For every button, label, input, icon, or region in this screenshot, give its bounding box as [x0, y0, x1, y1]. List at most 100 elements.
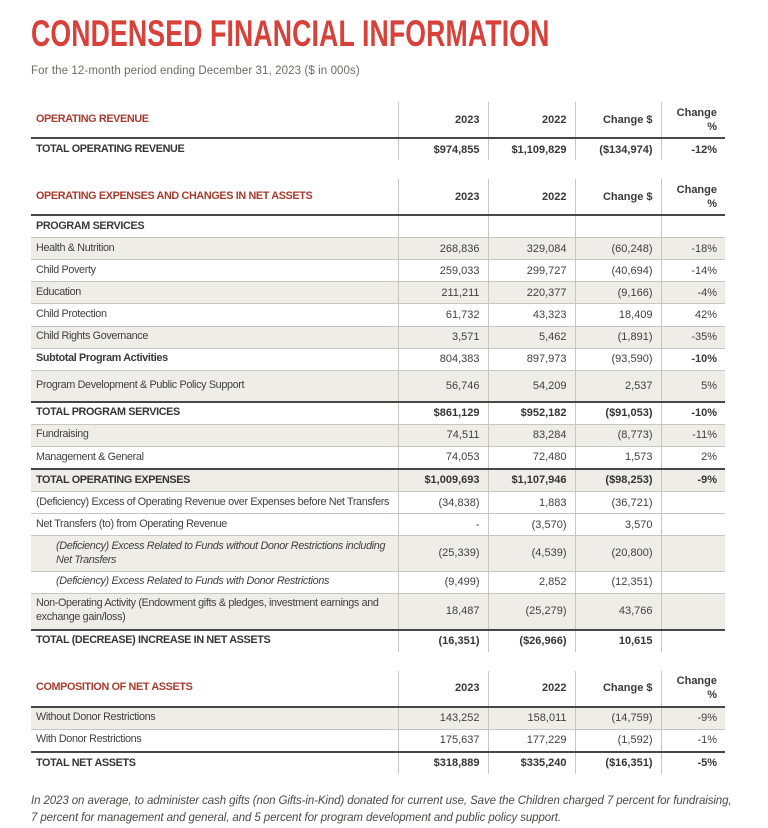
- row-label: TOTAL PROGRAM SERVICES: [36, 406, 180, 419]
- column-header: 2023: [397, 670, 488, 707]
- row-value: [487, 215, 575, 238]
- row-value: 10,615: [574, 629, 661, 652]
- table-body: PROGRAM SERVICES Health & Nutrition 268,83…: [31, 215, 725, 652]
- table-body: TOTAL OPERATING REVENUE $974,855 $1,109,82…: [31, 138, 725, 161]
- row-value: 329,084: [487, 237, 575, 260]
- column-header: 2023: [397, 179, 488, 216]
- row-label: With Donor Restrictions: [36, 733, 142, 746]
- row-value: (8,773): [574, 424, 661, 447]
- row-value: 83,284: [487, 424, 575, 447]
- table-header: OPERATING EXPENSES AND CHANGES IN NET AS…: [31, 179, 725, 216]
- row-value: (60,248): [574, 237, 661, 260]
- row-value: (4,539): [487, 535, 575, 572]
- row-value: -9%: [660, 468, 725, 492]
- row-value: 259,033: [397, 259, 488, 282]
- row-value: -10%: [660, 348, 725, 371]
- row-label: Net Transfers (to) from Operating Revenu…: [36, 517, 227, 530]
- table-row: Education 211,211 220,377 (9,166) -4%: [31, 281, 725, 304]
- row-label: Child Protection: [36, 308, 107, 321]
- row-value: -9%: [660, 706, 725, 730]
- row-value: [397, 215, 488, 238]
- row-value: -10%: [660, 401, 725, 425]
- row-value: -5%: [660, 751, 725, 775]
- row-value: -14%: [660, 259, 725, 282]
- row-value: 5,462: [487, 326, 575, 349]
- table-row: Child Rights Governance 3,571 5,462 (1,891)…: [31, 326, 725, 349]
- row-value: $335,240: [487, 751, 575, 775]
- row-value: -35%: [660, 326, 725, 349]
- row-value: [660, 491, 725, 514]
- header-row: OPERATING EXPENSES AND CHANGES IN NET AS…: [31, 179, 725, 216]
- row-value: (1,592): [574, 729, 661, 752]
- row-label: (Deficiency) Excess Related to Funds wit…: [56, 539, 386, 566]
- row-value: 299,727: [487, 259, 575, 282]
- table-row: Subtotal Program Activities 804,383 897,97…: [31, 348, 725, 371]
- page-title: CONDENSED FINANCIAL INFORMATION: [31, 13, 550, 54]
- row-value: [574, 215, 661, 238]
- row-value: [660, 535, 725, 572]
- table-row: (Deficiency) Excess of Operating Revenue…: [31, 491, 725, 514]
- row-value: $1,009,693: [397, 468, 488, 492]
- row-value: (40,694): [574, 259, 661, 282]
- row-label: TOTAL (DECREASE) INCREASE IN NET ASSETS: [36, 634, 271, 647]
- row-value: 158,011: [487, 706, 575, 730]
- table-row: Non-Operating Activity (Endowment gifts …: [31, 593, 725, 630]
- row-value: 56,746: [397, 370, 488, 402]
- row-value: 143,252: [397, 706, 488, 730]
- row-value: 54,209: [487, 370, 575, 402]
- row-value: 220,377: [487, 281, 575, 304]
- row-value: (14,759): [574, 706, 661, 730]
- row-label: Fundraising: [36, 428, 89, 441]
- row-label: Education: [36, 285, 81, 298]
- row-value: 3,570: [574, 513, 661, 536]
- row-value: 2%: [660, 446, 725, 469]
- table-row: TOTAL OPERATING REVENUE $974,855 $1,109,82…: [31, 138, 725, 161]
- row-value: (25,339): [397, 535, 488, 572]
- row-label: Non-Operating Activity (Endowment gifts …: [36, 597, 379, 624]
- row-value: [660, 215, 725, 238]
- row-label: PROGRAM SERVICES: [36, 219, 145, 232]
- row-value: $861,129: [397, 401, 488, 425]
- row-value: (9,166): [574, 281, 661, 304]
- footnote: In 2023 on average, to administer cash g…: [31, 795, 732, 825]
- column-header: Change %: [660, 179, 725, 216]
- table-row: TOTAL PROGRAM SERVICES $861,129 $952,182 ($…: [31, 401, 725, 425]
- table-row: Program Development & Public Policy Supp…: [31, 370, 725, 402]
- column-header: Change $: [574, 102, 661, 139]
- table-row: TOTAL (DECREASE) INCREASE IN NET ASSETS (…: [31, 629, 725, 652]
- operating-revenue-table: OPERATING REVENUE 2023 2022 Change $ Change …: [31, 102, 725, 161]
- table-row: Child Protection 61,732 43,323 18,409 42%: [31, 303, 725, 327]
- row-value: 43,323: [487, 303, 575, 327]
- row-value: 61,732: [397, 303, 488, 327]
- column-header: 2023: [397, 102, 488, 139]
- row-value: 2,537: [574, 370, 661, 402]
- row-label: TOTAL OPERATING EXPENSES: [36, 473, 190, 486]
- table-row: Health & Nutrition 268,836 329,084 (60,248)…: [31, 237, 725, 260]
- row-value: [660, 593, 725, 630]
- row-value: (12,351): [574, 571, 661, 594]
- section-title: OPERATING REVENUE: [36, 112, 149, 125]
- row-label: (Deficiency) Excess Related to Funds wit…: [56, 575, 330, 588]
- row-value: -11%: [660, 424, 725, 447]
- row-label: Management & General: [36, 450, 144, 463]
- table-body: Without Donor Restrictions 143,252 158,011…: [31, 706, 725, 775]
- row-value: [660, 571, 725, 594]
- column-header: Change $: [574, 670, 661, 707]
- section-title: OPERATING EXPENSES AND CHANGES IN NET AS…: [36, 189, 313, 202]
- table-row: TOTAL NET ASSETS $318,889 $335,240 ($16,351…: [31, 751, 725, 775]
- row-value: 897,973: [487, 348, 575, 371]
- table-row: Fundraising 74,511 83,284 (8,773) -11%: [31, 424, 725, 447]
- page-subtitle: For the 12-month period ending December …: [31, 65, 360, 77]
- row-value: ($98,253): [574, 468, 661, 492]
- column-header: Change %: [660, 102, 725, 139]
- row-label: Without Donor Restrictions: [36, 711, 156, 724]
- row-value: $1,107,946: [487, 468, 575, 492]
- row-value: ($134,974): [574, 138, 661, 161]
- row-value: 1,573: [574, 446, 661, 469]
- table-header: COMPOSITION OF NET ASSETS 2023 2022 Change …: [31, 670, 725, 707]
- row-value: (93,590): [574, 348, 661, 371]
- row-label: TOTAL NET ASSETS: [36, 756, 136, 769]
- table-row: Without Donor Restrictions 143,252 158,011…: [31, 706, 725, 730]
- table-row: With Donor Restrictions 175,637 177,229 (1,…: [31, 729, 725, 752]
